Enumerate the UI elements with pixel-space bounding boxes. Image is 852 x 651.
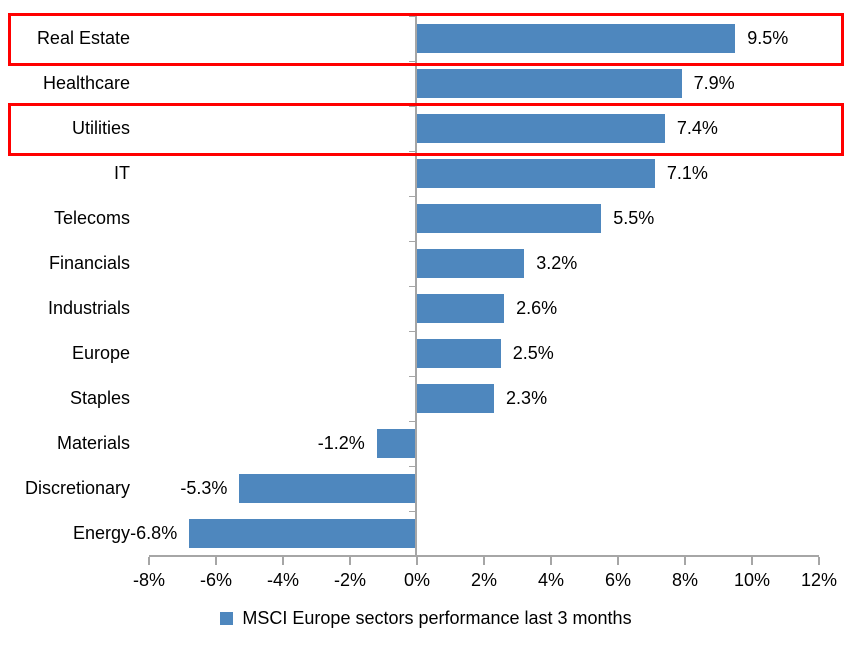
category-axis-tick	[409, 106, 415, 107]
x-axis-tick	[215, 557, 217, 565]
x-axis-tick	[818, 557, 820, 565]
x-axis-tick	[751, 557, 753, 565]
category-axis-tick	[409, 151, 415, 152]
x-axis-tick	[148, 557, 150, 565]
value-label: -1.2%	[317, 433, 365, 453]
x-axis-tick-label: 8%	[671, 570, 698, 590]
bar	[189, 519, 417, 548]
category-label: Energy	[72, 523, 130, 543]
value-label: 3.2%	[536, 253, 578, 273]
category-label: IT	[114, 163, 130, 183]
value-label: -5.3%	[180, 478, 228, 498]
category-label: Europe	[71, 343, 130, 363]
bar	[417, 114, 665, 143]
x-axis-line	[149, 555, 819, 557]
category-axis-tick	[409, 16, 415, 17]
category-label: Materials	[56, 433, 130, 453]
category-axis-tick	[409, 241, 415, 242]
category-label: Staples	[69, 388, 130, 408]
category-axis-tick	[409, 331, 415, 332]
bar	[239, 474, 417, 503]
legend-marker-icon	[220, 612, 234, 625]
x-axis-tick-label: -6%	[199, 570, 232, 590]
value-label: 7.4%	[676, 118, 718, 138]
category-axis-tick	[409, 511, 415, 512]
x-axis-tick-label: 4%	[537, 570, 564, 590]
bar	[417, 384, 495, 413]
x-axis-tick-label: 10%	[733, 570, 771, 590]
value-label: 9.5%	[747, 28, 789, 48]
value-label: 5.5%	[613, 208, 655, 228]
x-axis-tick-label: -2%	[333, 570, 366, 590]
legend: MSCI Europe sectors performance last 3 m…	[0, 608, 852, 629]
category-label: Financials	[48, 253, 130, 273]
x-axis-tick	[349, 557, 351, 565]
category-label: Telecoms	[53, 208, 130, 228]
bar	[376, 429, 417, 458]
category-label: Real Estate	[36, 28, 130, 48]
category-axis-tick	[409, 61, 415, 62]
value-label: -6.8%	[130, 523, 178, 543]
bar	[417, 159, 655, 188]
category-label: Industrials	[47, 298, 130, 318]
x-axis-tick	[617, 557, 619, 565]
value-label: 7.9%	[693, 73, 735, 93]
category-axis-line	[415, 16, 417, 555]
x-axis-tick-label: 12%	[800, 570, 838, 590]
bar	[417, 204, 602, 233]
bar	[417, 24, 736, 53]
bar	[417, 294, 505, 323]
x-axis-tick	[483, 557, 485, 565]
x-axis-tick	[550, 557, 552, 565]
value-label: 2.5%	[512, 343, 554, 363]
highlight-box	[8, 103, 844, 156]
x-axis-tick-label: 0%	[403, 570, 430, 590]
category-axis-tick	[409, 286, 415, 287]
category-label: Healthcare	[42, 73, 130, 93]
category-axis-tick	[409, 466, 415, 467]
legend-label: MSCI Europe sectors performance last 3 m…	[242, 608, 632, 628]
value-label: 7.1%	[666, 163, 708, 183]
x-axis-tick-label: -4%	[266, 570, 299, 590]
x-axis-tick	[282, 557, 284, 565]
x-axis-tick-label: 6%	[604, 570, 631, 590]
category-label: Utilities	[71, 118, 130, 138]
x-axis-tick	[684, 557, 686, 565]
category-axis-tick	[409, 196, 415, 197]
highlight-box	[8, 13, 844, 66]
value-label: 2.6%	[516, 298, 558, 318]
category-label: Discretionary	[24, 478, 130, 498]
value-label: 2.3%	[506, 388, 548, 408]
bar	[417, 69, 682, 98]
x-axis-tick	[416, 557, 418, 565]
bar	[417, 339, 501, 368]
x-axis-tick-label: 2%	[470, 570, 497, 590]
category-axis-tick	[409, 376, 415, 377]
bar	[417, 249, 525, 278]
x-axis-tick-label: -8%	[132, 570, 165, 590]
category-axis-tick	[409, 421, 415, 422]
